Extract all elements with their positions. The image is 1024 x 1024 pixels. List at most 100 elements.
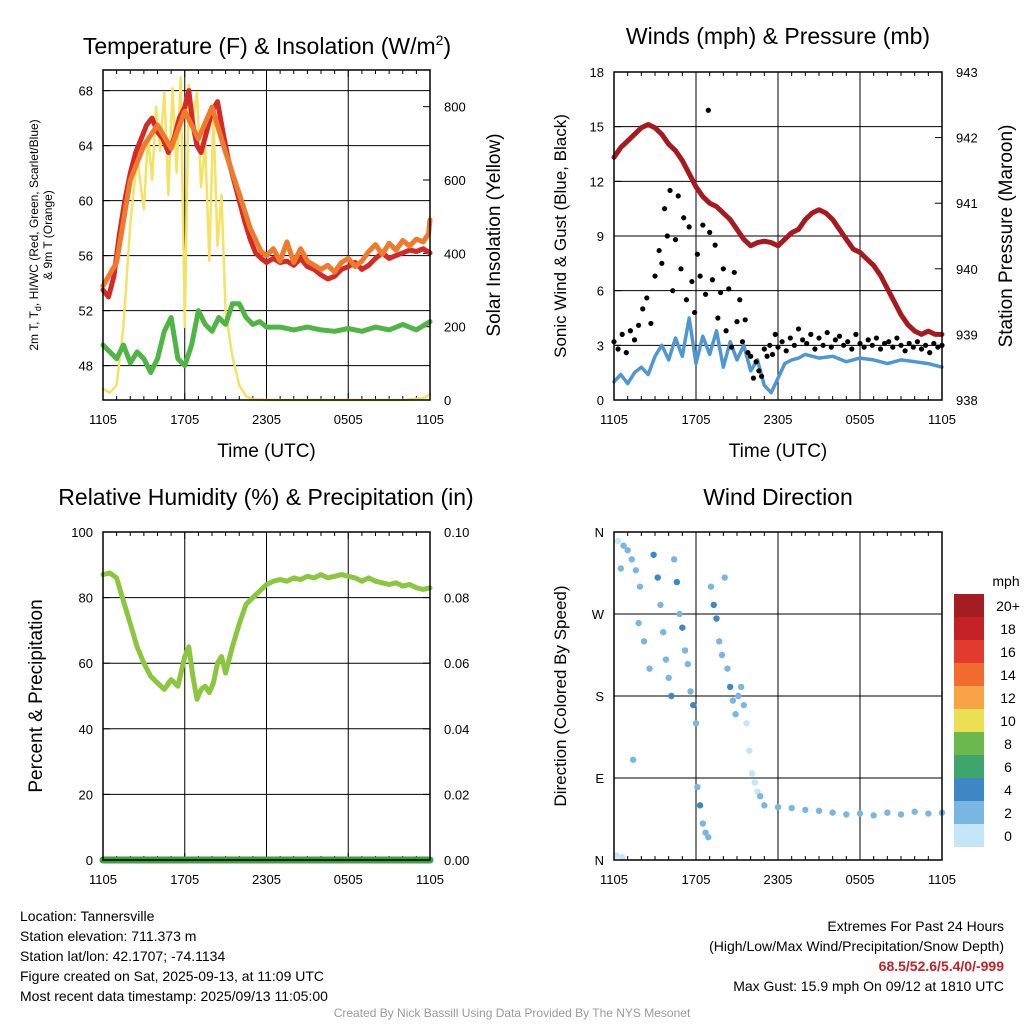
y-axis-label: Direction (Colored By Speed): [551, 585, 570, 806]
x-tick-label: 1705: [170, 412, 199, 427]
gust-point: [739, 339, 746, 345]
winds-panel: 1105 1705 2305 0505 1105 0 3 6 9 12 15 18 938 939 940 9…: [551, 65, 1017, 462]
gust-point: [764, 353, 770, 359]
x-tick-label: 0505: [846, 412, 875, 427]
y-tick-label: 0: [86, 853, 93, 868]
y2-tick-label: 940: [956, 262, 978, 277]
gust-point: [783, 348, 789, 354]
y-axis-label: Percent & Precipitation: [26, 599, 47, 792]
wind-direction-panel: 1105 1705 2305 0505 1105 N E S W N Direction (Colo…: [551, 525, 956, 887]
legend-label: 8: [1004, 736, 1012, 752]
direction-point: [660, 629, 667, 636]
direction-point: [716, 638, 723, 645]
direction-point: [757, 793, 764, 800]
gust-point: [737, 297, 743, 303]
gust-point: [759, 373, 765, 379]
direction-point: [694, 783, 701, 791]
x-tick-label: 0505: [334, 872, 363, 887]
gust-point: [707, 229, 713, 235]
x-tick-label: 1105: [928, 412, 956, 427]
gust-point: [661, 206, 668, 212]
legend-label: 20+: [996, 598, 1020, 614]
gust-point: [898, 342, 904, 348]
y2-axis-label: Station Pressure (Maroon): [996, 125, 1017, 348]
x-tick-label: 1105: [416, 872, 444, 887]
legend-label: 6: [1004, 759, 1012, 775]
gust-point: [935, 344, 941, 350]
direction-point: [654, 574, 661, 581]
y-tick-label: W: [592, 607, 605, 622]
legend-label: 0: [1004, 828, 1012, 844]
legend-swatch: [954, 778, 984, 801]
gust-point: [678, 266, 684, 272]
gust-point: [902, 348, 908, 354]
gust-point: [849, 346, 855, 352]
y2-tick-label: 0.04: [444, 722, 469, 737]
extremes-title: Extremes For Past 24 Hours: [827, 918, 1004, 934]
legend-label: 12: [1000, 690, 1016, 706]
direction-point: [746, 747, 753, 754]
y-axis-label: Sonic Wind & Gust (Blue, Black): [551, 114, 570, 358]
gust-point: [726, 286, 732, 292]
y2-tick-label: 0.08: [444, 591, 469, 606]
direction-point: [718, 651, 726, 659]
gust-point: [857, 340, 863, 347]
gust-point: [836, 333, 843, 339]
y2-tick-label: 941: [956, 196, 978, 211]
gust-point: [812, 346, 818, 352]
gust-point: [769, 351, 776, 358]
recent-data-text: Most recent data timestamp: 2025/09/13 1…: [20, 988, 328, 1004]
y-tick-label: 18: [590, 65, 604, 80]
gust-point: [652, 273, 658, 279]
temp-panel-title: Temperature (F) & Insolation (W/m2): [83, 32, 451, 59]
legend-swatch: [954, 801, 984, 824]
direction-point: [774, 803, 782, 811]
direction-point: [617, 565, 625, 572]
gust-point: [775, 344, 781, 350]
y-tick-label: 56: [79, 249, 93, 264]
direction-point: [613, 852, 620, 859]
created-text: Figure created on Sat, 2025-09-13, at 11…: [20, 968, 325, 984]
direction-point: [646, 665, 653, 672]
winds-panel-title: Winds (mph) & Pressure (mb): [626, 23, 930, 49]
y-tick-label: 100: [71, 525, 93, 540]
direction-point: [624, 547, 631, 554]
wind-speed-line: [612, 316, 944, 395]
y-axis-label-part: 2m T, T: [27, 310, 41, 350]
gust-point: [723, 328, 729, 334]
gust-point: [702, 291, 709, 297]
y-tick-label: 6: [597, 284, 604, 299]
legend-label: 4: [1004, 782, 1012, 798]
plot-border: [613, 71, 943, 401]
gust-point: [697, 273, 703, 279]
gust-point: [865, 337, 871, 343]
y2-tick-label: 0.06: [444, 656, 469, 671]
gust-point: [808, 331, 814, 337]
direction-point: [668, 692, 675, 700]
y2-tick-label: 0: [444, 393, 451, 408]
direction-point: [726, 683, 734, 691]
direction-point: [684, 660, 691, 668]
y-tick-label: E: [595, 771, 604, 786]
y-tick-label: 60: [79, 194, 93, 209]
x-tick-label: 2305: [764, 412, 793, 427]
gust-point: [675, 193, 681, 199]
direction-point: [721, 574, 728, 581]
gust-point: [694, 251, 700, 257]
y-axis-label-subscript: d: [33, 306, 43, 311]
legend-swatch: [954, 594, 984, 617]
gust-point: [748, 353, 754, 359]
gust-point: [804, 340, 810, 347]
speed-legend: mph 20+ 18 16 14 12 10 8 6 4 2 0: [954, 573, 1020, 847]
gust-point: [686, 224, 692, 230]
y-tick-label: 9: [597, 229, 604, 244]
gust-point: [877, 346, 884, 352]
direction-point: [911, 808, 918, 815]
gust-point: [841, 342, 847, 348]
direction-point: [662, 656, 670, 663]
gust-point: [923, 342, 929, 348]
y-tick-label: S: [595, 689, 604, 704]
direction-point: [735, 692, 742, 700]
humidity-panel: 1105 1705 2305 0505 1105 0 20 40 60 80 100 0.00 0.02…: [26, 525, 469, 887]
gust-point: [631, 337, 638, 343]
